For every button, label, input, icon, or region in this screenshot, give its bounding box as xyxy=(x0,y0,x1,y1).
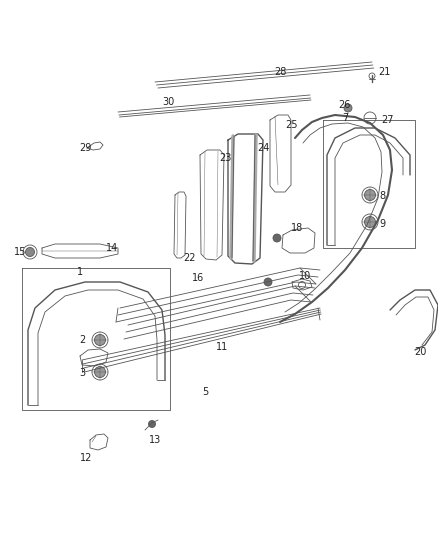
Text: 18: 18 xyxy=(291,223,303,233)
Text: 12: 12 xyxy=(80,453,92,463)
Text: 23: 23 xyxy=(219,153,231,163)
Circle shape xyxy=(95,335,106,345)
Circle shape xyxy=(273,234,281,242)
Text: 11: 11 xyxy=(216,342,228,352)
Text: 15: 15 xyxy=(14,247,26,257)
Text: 22: 22 xyxy=(184,253,196,263)
Text: 29: 29 xyxy=(79,143,91,153)
Circle shape xyxy=(344,104,352,112)
Text: 28: 28 xyxy=(274,67,286,77)
Text: 1: 1 xyxy=(77,267,83,277)
Circle shape xyxy=(95,367,106,377)
Circle shape xyxy=(364,216,375,228)
Text: 13: 13 xyxy=(149,435,161,445)
Text: 25: 25 xyxy=(285,120,297,130)
Text: 5: 5 xyxy=(202,387,208,397)
Text: 3: 3 xyxy=(79,368,85,378)
Text: 16: 16 xyxy=(192,273,204,283)
Text: 2: 2 xyxy=(79,335,85,345)
Circle shape xyxy=(364,190,375,200)
Text: 14: 14 xyxy=(106,243,118,253)
Circle shape xyxy=(264,278,272,286)
Text: 8: 8 xyxy=(379,191,385,201)
Text: 7: 7 xyxy=(342,113,348,123)
Text: 27: 27 xyxy=(382,115,394,125)
Text: 30: 30 xyxy=(162,97,174,107)
Text: 24: 24 xyxy=(257,143,269,153)
Circle shape xyxy=(148,421,155,427)
Text: 20: 20 xyxy=(414,347,426,357)
Circle shape xyxy=(25,247,35,256)
Text: 9: 9 xyxy=(379,219,385,229)
Text: 26: 26 xyxy=(338,100,350,110)
Text: 21: 21 xyxy=(378,67,390,77)
Text: 10: 10 xyxy=(299,271,311,281)
